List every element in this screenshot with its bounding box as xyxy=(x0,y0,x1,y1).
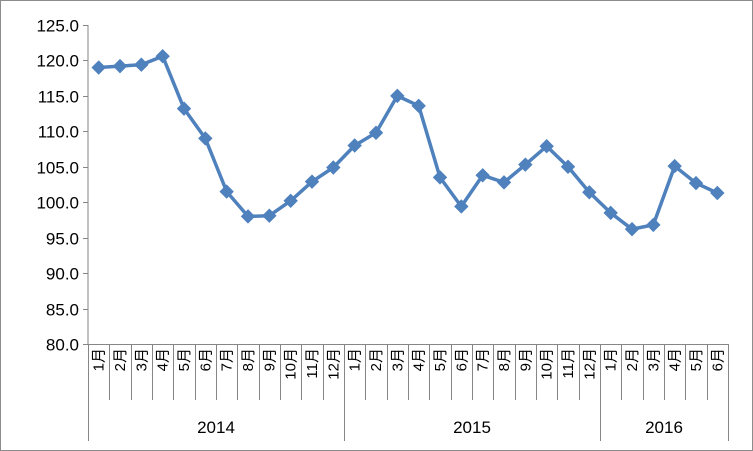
year-group-label: 2016 xyxy=(645,418,683,437)
x-month-label: 1月 xyxy=(347,348,364,371)
year-group-label: 2015 xyxy=(453,418,491,437)
data-point-marker xyxy=(518,157,533,172)
data-point-marker xyxy=(603,205,618,221)
x-month-label: 2月 xyxy=(624,348,641,371)
data-point-marker xyxy=(390,88,405,104)
y-tick-label: 120.0 xyxy=(36,52,79,71)
y-tick-label: 115.0 xyxy=(38,88,79,107)
x-month-label: 5月 xyxy=(688,348,705,371)
x-month-label: 2月 xyxy=(368,348,385,371)
data-point-marker xyxy=(283,193,298,209)
y-tick-label: 100.0 xyxy=(36,194,79,213)
data-point-marker xyxy=(411,98,426,114)
data-point-marker xyxy=(91,60,106,75)
y-tick-label: 90.0 xyxy=(46,265,79,284)
x-axis: 1月 2月 3月 4月 5月 6月 7月 8月 9月 10月 11月 12月 1月 2月 3月 4月 5月 6月 7… xyxy=(88,344,729,441)
data-point-marker xyxy=(646,217,661,233)
x-month-label: 9月 xyxy=(517,348,534,371)
x-month-label: 7月 xyxy=(219,348,236,371)
x-month-label: 3月 xyxy=(133,348,150,371)
data-point-marker xyxy=(262,208,277,223)
year-group-label: 2014 xyxy=(197,418,235,437)
data-point-marker xyxy=(304,174,320,189)
data-point-marker xyxy=(496,175,512,190)
data-point-marker xyxy=(368,125,384,140)
x-month-label: 6月 xyxy=(709,348,726,371)
data-point-marker xyxy=(155,48,170,64)
y-tick-label: 85.0 xyxy=(46,301,79,320)
x-month-label: 12月 xyxy=(581,348,598,380)
data-point-marker xyxy=(198,131,213,146)
x-month-label: 5月 xyxy=(432,348,449,371)
data-point-marker xyxy=(454,199,469,214)
y-axis: 80.0 85.0 90.0 95.0 100.0 105.0 110.0 115.0 120.… xyxy=(36,17,89,355)
data-point-marker xyxy=(176,101,192,116)
y-tick-label: 110.0 xyxy=(38,123,79,142)
x-month-label: 6月 xyxy=(453,348,470,371)
x-month-label: 1月 xyxy=(603,348,620,371)
x-month-label: 10月 xyxy=(539,348,556,380)
data-point-marker xyxy=(326,160,341,175)
data-point-marker xyxy=(560,159,576,174)
x-month-label: 10月 xyxy=(283,348,300,380)
data-point-marker xyxy=(432,170,448,185)
y-tick-label: 95.0 xyxy=(46,230,79,249)
series-polyline xyxy=(98,54,719,231)
data-point-marker xyxy=(219,184,234,199)
x-month-label: 4月 xyxy=(667,348,684,371)
data-point-marker xyxy=(667,158,682,174)
x-month-label: 1月 xyxy=(91,348,108,371)
x-month-label: 2月 xyxy=(112,348,129,371)
x-month-label: 7月 xyxy=(475,348,492,371)
x-month-label: 6月 xyxy=(197,348,214,371)
data-point-marker xyxy=(240,209,256,224)
data-point-marker xyxy=(347,138,362,153)
data-point-marker xyxy=(134,57,149,72)
x-month-label: 3月 xyxy=(389,348,406,371)
x-month-label: 4月 xyxy=(155,348,172,371)
x-month-label: 9月 xyxy=(261,348,278,371)
x-month-label: 5月 xyxy=(176,348,193,371)
x-month-label: 11月 xyxy=(304,348,321,379)
data-point-marker xyxy=(112,58,128,74)
x-month-label: 8月 xyxy=(240,348,257,371)
y-tick-label: 80.0 xyxy=(46,336,79,355)
x-month-label: 12月 xyxy=(325,348,342,380)
data-point-marker xyxy=(582,185,597,200)
y-tick-label: 105.0 xyxy=(36,159,79,178)
x-month-label: 11月 xyxy=(560,348,577,379)
x-month-label: 4月 xyxy=(411,348,428,371)
x-month-label: 3月 xyxy=(645,348,662,371)
data-point-marker xyxy=(624,221,640,237)
data-point-marker xyxy=(475,168,490,183)
data-point-marker xyxy=(688,175,704,191)
data-point-marker xyxy=(539,139,554,154)
series-line xyxy=(91,48,725,237)
x-month-label: 8月 xyxy=(496,348,513,371)
data-point-marker xyxy=(710,185,725,201)
y-tick-label: 125.0 xyxy=(36,17,79,36)
